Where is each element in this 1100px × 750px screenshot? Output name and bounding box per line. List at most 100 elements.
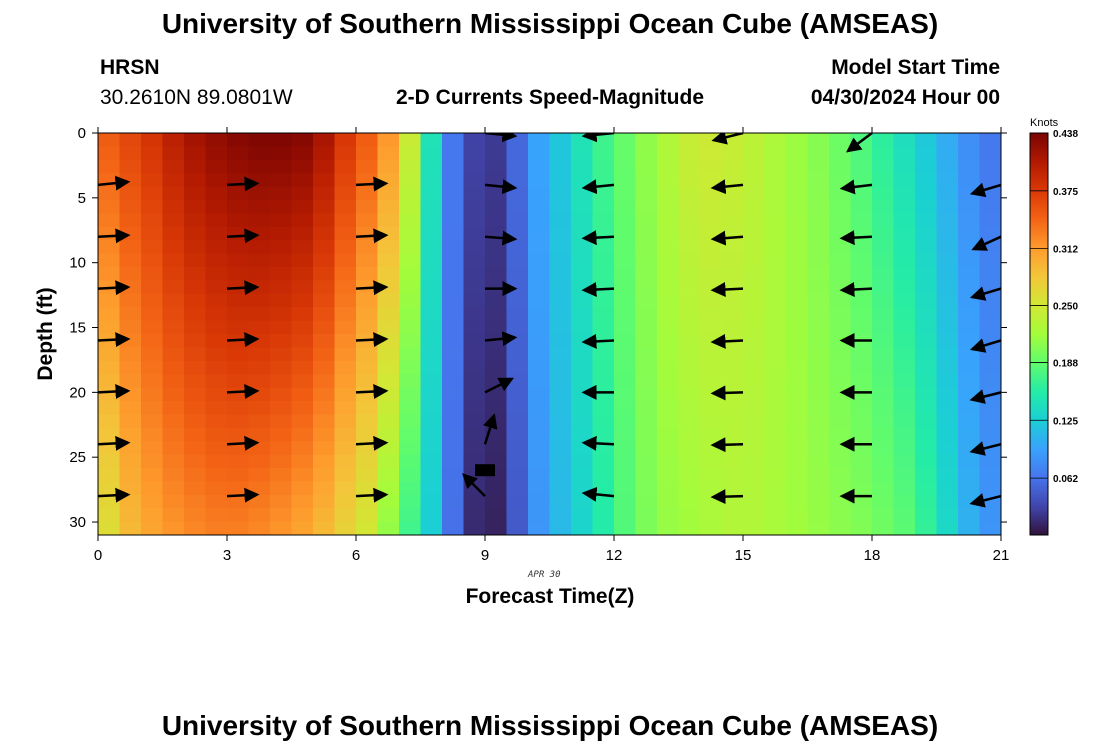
heatmap-cell [184,347,207,362]
heatmap-cell [614,293,637,308]
heatmap-cell [850,521,873,535]
heatmap-cell [356,494,379,509]
heatmap-cell [270,508,293,523]
heatmap-cell [528,213,551,228]
heatmap-cell [463,441,486,456]
current-vector [711,133,744,145]
heatmap-cell [915,481,938,496]
heatmap-cell [936,226,959,241]
heatmap-cell [377,213,400,228]
heatmap-cell [549,427,572,442]
heatmap-cell [119,347,142,362]
heatmap-cell [248,401,271,415]
heatmap-cell [227,521,250,535]
heatmap-cell [162,347,185,362]
heatmap-cell [807,213,830,228]
heatmap-cell [678,173,701,188]
heatmap-cell [248,334,271,348]
heatmap-cell [657,320,680,335]
heatmap-cell [915,240,938,255]
heatmap-cell [98,253,121,268]
heatmap-cell [399,253,422,268]
heatmap-cell [829,414,852,429]
heatmap-cell [915,427,938,442]
heatmap-cell [549,293,572,308]
heatmap-cell [807,146,830,161]
heatmap-cell [205,280,228,295]
heatmap-cell [829,159,852,174]
heatmap-cell [549,374,572,389]
heatmap-cell [119,146,142,161]
heatmap-cell [291,200,314,214]
heatmap-cell [807,253,830,268]
heatmap-cell [915,146,938,161]
heatmap-cell [334,280,357,295]
heatmap-cell [958,414,981,429]
heatmap-cell [205,320,228,335]
heatmap-cell [528,280,551,295]
heatmap-cell [442,401,465,415]
heatmap-cell [141,253,164,268]
heatmap-cell [786,494,809,509]
heatmap-cell [528,334,551,348]
heatmap-cell [184,441,207,456]
heatmap-cell [162,374,185,389]
heatmap-cell [119,360,142,375]
heatmap-cell [958,454,981,469]
heatmap-cell [205,521,228,535]
heatmap-cell [786,401,809,415]
heatmap-cell [657,200,680,214]
heatmap-cell [334,360,357,375]
heatmap-cell [850,240,873,255]
current-vector [581,486,615,502]
heatmap-cell [399,360,422,375]
heatmap-cell [141,427,164,442]
heatmap-cell [270,226,293,241]
heatmap-cell [549,334,572,348]
heatmap-cell [614,173,637,188]
heatmap-cell [807,427,830,442]
current-vector [839,230,873,246]
heatmap-cell [764,360,787,375]
heatmap-cell [227,374,250,389]
heatmap-cell [248,267,271,281]
heatmap-cell [528,387,551,402]
heatmap-cell [657,468,680,482]
heatmap-cell [270,186,293,201]
heatmap-cell [979,293,1001,308]
heatmap-cell [872,200,895,214]
current-vector [98,332,131,348]
heatmap-cell [764,293,787,308]
heatmap-cell [893,280,916,295]
heatmap-cell [764,521,787,535]
heatmap-cell [549,146,572,161]
heatmap-cell [119,401,142,415]
heatmap-cell [979,307,1001,322]
heatmap-cell [786,146,809,161]
heatmap-cell [485,360,508,375]
heatmap-cell [141,454,164,469]
heatmap-cell [893,146,916,161]
heatmap-cell [829,508,852,523]
heatmap-cell [506,508,529,523]
heatmap-cell [614,427,637,442]
heatmap-cell [399,508,422,523]
heatmap-cell [958,481,981,496]
heatmap-cell [485,213,508,228]
heatmap-cell [700,374,723,389]
heatmap-cell [184,454,207,469]
heatmap-cell [442,521,465,535]
heatmap-cell [743,213,766,228]
heatmap-cell [377,253,400,268]
heatmap-cell [485,334,508,348]
current-vectors [98,133,1001,508]
heatmap-cell [528,226,551,241]
heatmap-cell [786,521,809,535]
heatmap-cell [313,307,336,322]
heatmap-cell [850,307,873,322]
heatmap-cell [571,401,594,415]
heatmap-cell [700,427,723,442]
heatmap-cell [657,186,680,201]
current-vector [355,280,389,296]
heatmap-cell [399,133,422,147]
